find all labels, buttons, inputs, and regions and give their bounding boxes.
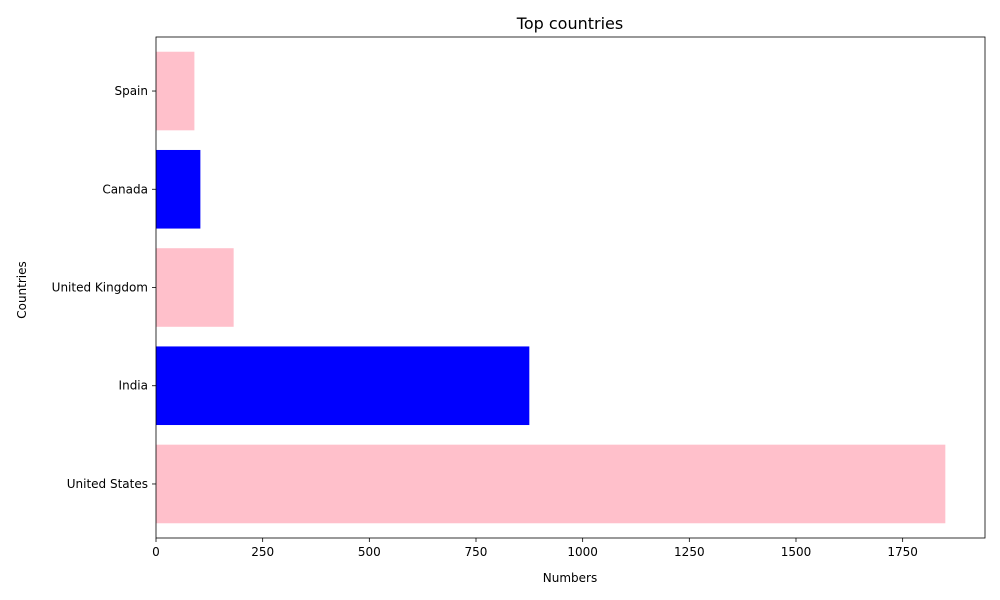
y-tick-label-spain: Spain (114, 84, 148, 98)
bar-india (156, 346, 530, 426)
bar-spain (156, 51, 195, 131)
x-axis-label: Numbers (543, 571, 597, 585)
x-tick-label-1250: 1250 (674, 545, 705, 559)
x-tick-label-500: 500 (358, 545, 381, 559)
x-tick-label-0: 0 (152, 545, 160, 559)
chart-title: Top countries (516, 14, 623, 33)
x-tick-label-250: 250 (251, 545, 274, 559)
bar-united-states (156, 444, 946, 524)
ticks-group: United States India United Kingdom Canada Sp… (52, 84, 918, 559)
y-tick-label-united-states: United States (67, 477, 148, 491)
y-tick-label-canada: Canada (102, 182, 148, 196)
bar-canada (156, 149, 201, 229)
y-axis-label: Countries (15, 261, 29, 319)
x-tick-label-1500: 1500 (781, 545, 812, 559)
bar-united-kingdom (156, 248, 234, 327)
y-tick-label-india: India (119, 379, 148, 393)
x-tick-label-1750: 1750 (887, 545, 918, 559)
y-tick-label-united-kingdom: United Kingdom (52, 281, 148, 295)
bars-group (156, 51, 946, 524)
x-tick-label-750: 750 (465, 545, 488, 559)
x-tick-label-1000: 1000 (567, 545, 598, 559)
